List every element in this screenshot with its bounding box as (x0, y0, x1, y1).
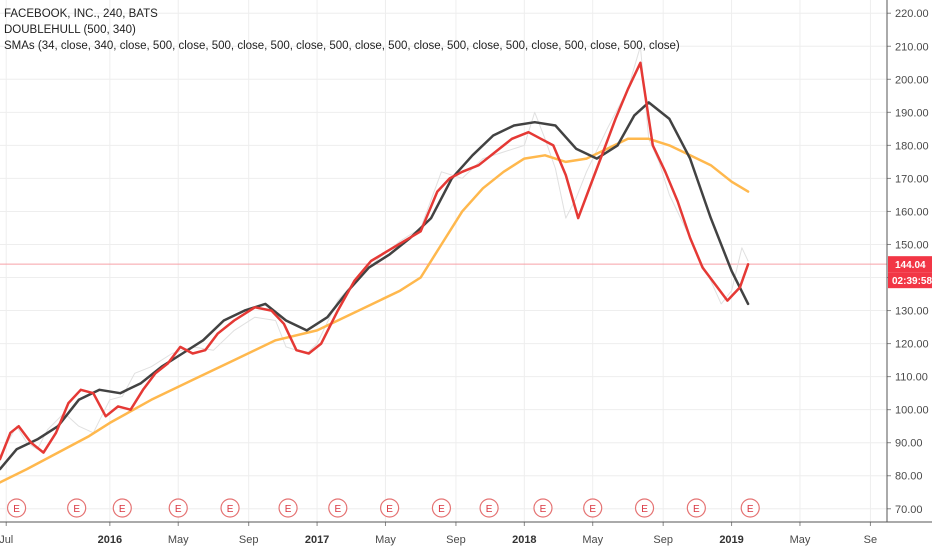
countdown-badge-value: 02:39:58 (892, 276, 932, 287)
earnings-circle (220, 498, 240, 518)
y-tick-label: 150.00 (895, 239, 929, 251)
x-tick-label: Sep (653, 534, 673, 546)
earnings-label: E (334, 504, 341, 515)
earnings-label: E (747, 504, 754, 515)
countdown-badge: 02:39:58 (888, 272, 932, 289)
earnings-circle (67, 498, 87, 518)
earnings-label: E (119, 504, 126, 515)
earnings-label: E (175, 504, 182, 515)
y-tick-label: 220.00 (895, 8, 929, 20)
y-tick-label: 90.00 (895, 438, 923, 450)
x-tick-label: May (582, 534, 603, 546)
series-lines (0, 45, 750, 484)
x-tick-label: 2019 (719, 534, 743, 546)
earnings-circle (686, 498, 706, 518)
series-line-2 (0, 101, 750, 471)
y-tick-label: 130.00 (895, 306, 929, 318)
earnings-label: E (693, 504, 700, 515)
x-tick-label: May (168, 534, 189, 546)
x-tick-label: 2016 (98, 534, 122, 546)
earnings-label: E (386, 504, 393, 515)
earnings-marker: E (740, 498, 760, 518)
y-tick-label: 170.00 (895, 173, 929, 185)
earnings-circle (431, 498, 452, 518)
earnings-circle (533, 498, 553, 518)
y-tick-label: 190.00 (895, 107, 929, 119)
earnings-marker: E (479, 498, 499, 518)
earnings-label: E (13, 504, 20, 515)
earnings-circle (112, 498, 132, 518)
earnings-label: E (589, 504, 596, 515)
price-badge: 144.04 (888, 256, 932, 273)
y-tick-label: 110.00 (895, 372, 928, 384)
earnings-circle (583, 498, 603, 518)
y-tick-label: 210.00 (895, 41, 929, 53)
earnings-marker: E (168, 498, 188, 518)
earnings-marker: E (686, 498, 706, 518)
earnings-marker: E (112, 498, 132, 518)
earnings-label: E (486, 504, 493, 515)
y-tick-label: 180.00 (895, 140, 929, 152)
x-tick-label: 2018 (512, 534, 536, 546)
indicator-smas[interactable]: SMAs (34, close, 340, close, 500, close,… (4, 40, 680, 52)
earnings-label: E (540, 504, 547, 515)
earnings-label: E (285, 504, 292, 515)
earnings-label: E (73, 504, 80, 515)
y-tick-label: 80.00 (895, 471, 923, 483)
earnings-label: E (438, 504, 445, 515)
earnings-circle (328, 498, 348, 518)
earnings-label: E (641, 504, 648, 515)
earnings-marker: E (328, 498, 348, 518)
x-tick-label: Se (864, 534, 877, 546)
earnings-marker: E (67, 498, 87, 518)
earnings-circle (479, 498, 499, 518)
earnings-marker: E (634, 498, 655, 518)
earnings-marker: E (431, 498, 452, 518)
earnings-marker: E (6, 498, 27, 518)
earnings-circle (634, 498, 655, 518)
earnings-marker: E (380, 498, 400, 518)
earnings-circle (168, 498, 188, 518)
earnings-marker: E (278, 498, 298, 518)
y-tick-label: 100.00 (895, 405, 929, 417)
y-tick-label: 200.00 (895, 74, 929, 86)
x-tick-label: May (375, 534, 396, 546)
x-tick-label: 2017 (305, 534, 329, 546)
price-badge-value: 144.04 (895, 260, 926, 271)
symbol-title[interactable]: FACEBOOK, INC., 240, BATS (4, 8, 158, 20)
price-badge-bg (888, 256, 932, 273)
earnings-marker: E (220, 498, 240, 518)
earnings-marker: E (583, 498, 603, 518)
earnings-circle (278, 498, 298, 518)
earnings-circle (380, 498, 400, 518)
x-tick-label: May (790, 534, 811, 546)
earnings-circle (740, 498, 760, 518)
earnings-marker: E (533, 498, 553, 518)
legend: FACEBOOK, INC., 240, BATS DOUBLEHULL (50… (4, 6, 680, 54)
countdown-badge-bg (888, 272, 932, 289)
y-tick-label: 160.00 (895, 206, 929, 218)
series-line-1 (0, 137, 750, 484)
earnings-circle (6, 498, 27, 518)
indicator-doublehull[interactable]: DOUBLEHULL (500, 340) (4, 24, 136, 36)
x-tick-label: Sep (446, 534, 466, 546)
earnings-label: E (227, 504, 234, 515)
x-tick-label: Sep (239, 534, 259, 546)
series-line-3 (0, 61, 750, 461)
x-tick-label: Jul (0, 534, 13, 546)
y-tick-label: 70.00 (895, 504, 923, 516)
y-tick-label: 120.00 (895, 339, 929, 351)
price-badges: 144.04 02:39:58 (888, 256, 932, 289)
grid (0, 0, 887, 522)
series-line-0 (0, 45, 749, 457)
